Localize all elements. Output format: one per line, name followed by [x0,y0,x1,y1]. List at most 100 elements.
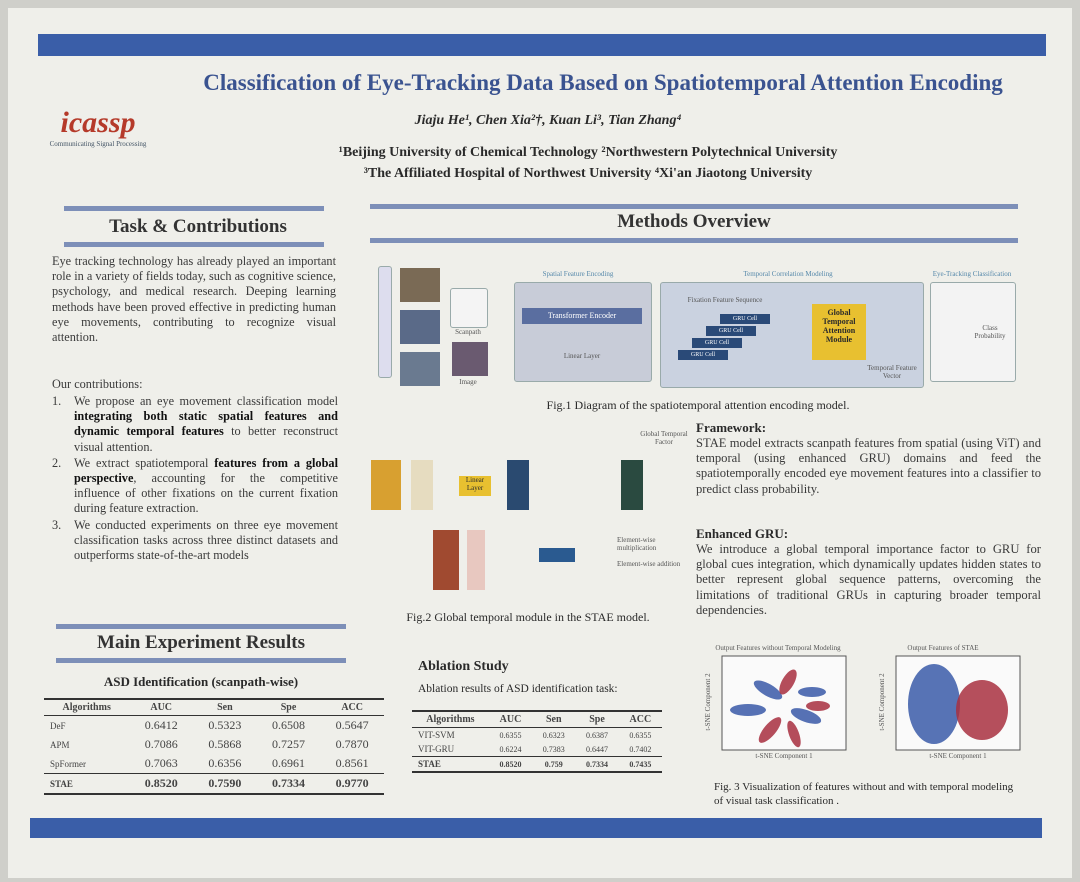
header-row: Algorithms AUC Sen Spe ACC [412,710,662,728]
rule [370,238,1018,243]
caption: Fig. 3 Visualization of features without… [714,781,1014,807]
feature-block [507,460,529,510]
image-thumb [400,268,440,302]
paragraph: STAE model extracts scanpath features fr… [696,436,1041,496]
cell: VIT-SVM [418,730,455,740]
cell: 0.6356 [208,756,242,770]
table-title: Ablation results of ASD identification t… [418,683,618,695]
contribution: 3. We conducted experiments on three eye … [52,518,338,564]
cell: 0.5868 [208,737,242,751]
panel [660,282,924,388]
column-header: Spe [256,698,321,716]
text-run: We extract spatiotemporal [74,455,215,470]
cell: 0.5323 [208,718,242,732]
text-run: , accounting for the competitive influen… [74,471,338,516]
cell: 0.7086 [144,737,178,751]
label: Image [459,378,477,386]
subheading: Framework: [696,420,767,435]
bullet: 1. [52,394,62,408]
row: STAE 0.8520 0.759 0.7334 0.7435 [412,756,662,772]
caption: Fig.1 Diagram of the spatiotemporal atte… [546,398,850,412]
section-label: Temporal Correlation Modeling [743,270,833,278]
gru-cell: GRU Cell [720,314,770,324]
cell: 0.8561 [335,756,369,770]
cell: 0.7334 [272,776,305,790]
image-thumb [400,310,440,344]
logo-name: icassp [60,106,136,139]
label: Fixation Feature Sequence [687,296,763,304]
image-thumb [452,342,488,376]
section-label: Eye-Tracking Classification [932,270,1012,278]
gru-cell: GRU Cell [706,326,756,336]
label: Class Probability [974,324,1006,340]
label: Global Temporal Factor [640,430,688,446]
gru-cell: GRU Cell [678,350,728,360]
cell: DeF [50,720,66,731]
cell: 0.9770 [335,776,369,790]
contributions-label: Our contributions: [52,377,143,391]
section-label: Spatial Feature Encoding [542,270,614,278]
plot-title: Output Features of STAE [907,644,979,652]
column-header: Spe [575,710,619,728]
cell: 0.6387 [586,730,609,740]
cell: 0.7870 [335,737,369,751]
label: Scanpath [455,328,481,336]
row: APM 0.7086 0.5868 0.7257 0.7870 [44,735,384,754]
top-bar [38,34,1046,56]
cell: 0.6355 [629,730,652,740]
cell: 0.6447 [586,744,609,754]
subheading: Enhanced GRU: [696,526,789,541]
cell: 0.7435 [629,759,652,769]
panel [930,282,1016,382]
cell: VIT-GRU [418,744,455,754]
text-run: We conducted experiments on three eye mo… [74,517,338,563]
table-title: ASD Identification (scanpath-wise) [103,674,299,689]
rule [370,204,1018,209]
feature-block [411,460,433,510]
feature-block [371,460,401,510]
contribution: 2. We extract spatiotemporal features fro… [52,456,338,517]
cell: 0.7590 [208,776,242,790]
row: SpFormer 0.7063 0.6356 0.6961 0.8561 [44,754,384,774]
encoder-block: Transformer Encoder [522,308,642,324]
column-header: ACC [618,710,662,728]
affiliations: ¹Beijing University of Chemical Technolo… [188,142,988,184]
row: DeF 0.6412 0.5323 0.6508 0.5647 [44,716,384,736]
contribution-list: 1. We propose an eye movement classificat… [52,394,338,564]
feature-block [621,460,643,510]
gru-cell: GRU Cell [692,338,742,348]
column-header: AUC [129,698,194,716]
cell: 0.7257 [272,737,305,751]
column-header: Sen [193,698,257,716]
feature-block [433,530,459,590]
cell: STAE [50,778,73,789]
cell: APM [50,739,70,750]
panel [514,282,652,382]
cell: 0.6961 [272,756,305,770]
cell: 0.7063 [144,756,178,770]
contribution-text: We propose an eye movement classificatio… [74,394,338,455]
feature-block [467,530,485,590]
row: STAE 0.8520 0.7590 0.7334 0.9770 [44,773,384,794]
cell: 0.5647 [335,718,369,732]
axis-label: t-SNE Component 2 [878,673,886,731]
figure-1: Scanpath Image Spatial Feature Encoding … [378,258,1018,388]
row: VIT-SVM 0.6355 0.6323 0.6387 0.6355 [412,728,662,743]
linear-block: Linear Layer [459,476,491,496]
tsne-plots [721,655,1021,751]
cell: 0.8520 [144,776,178,790]
strip [378,266,392,378]
authors: Jiaju He¹, Chen Xia²†, Kuan Li³, Tian Zh… [414,113,682,128]
cell: 0.7383 [542,744,565,754]
logo: icassp Communicating Signal Processing [38,106,158,148]
figure-2: Linear Layer Global Temporal Factor Elem… [363,426,693,598]
attention-block: Global Temporal Attention Module [812,304,866,360]
cell: 0.6224 [499,744,522,754]
cell: 0.759 [544,759,563,769]
logo-tagline: Communicating Signal Processing [49,140,147,148]
section-heading: Task & Contributions [109,216,287,237]
label: Temporal Feature Vector [867,364,917,380]
bottom-bar [30,818,1042,838]
text-run: to better reconstruct visual attention. [74,424,338,454]
label: Linear Layer [563,352,601,360]
